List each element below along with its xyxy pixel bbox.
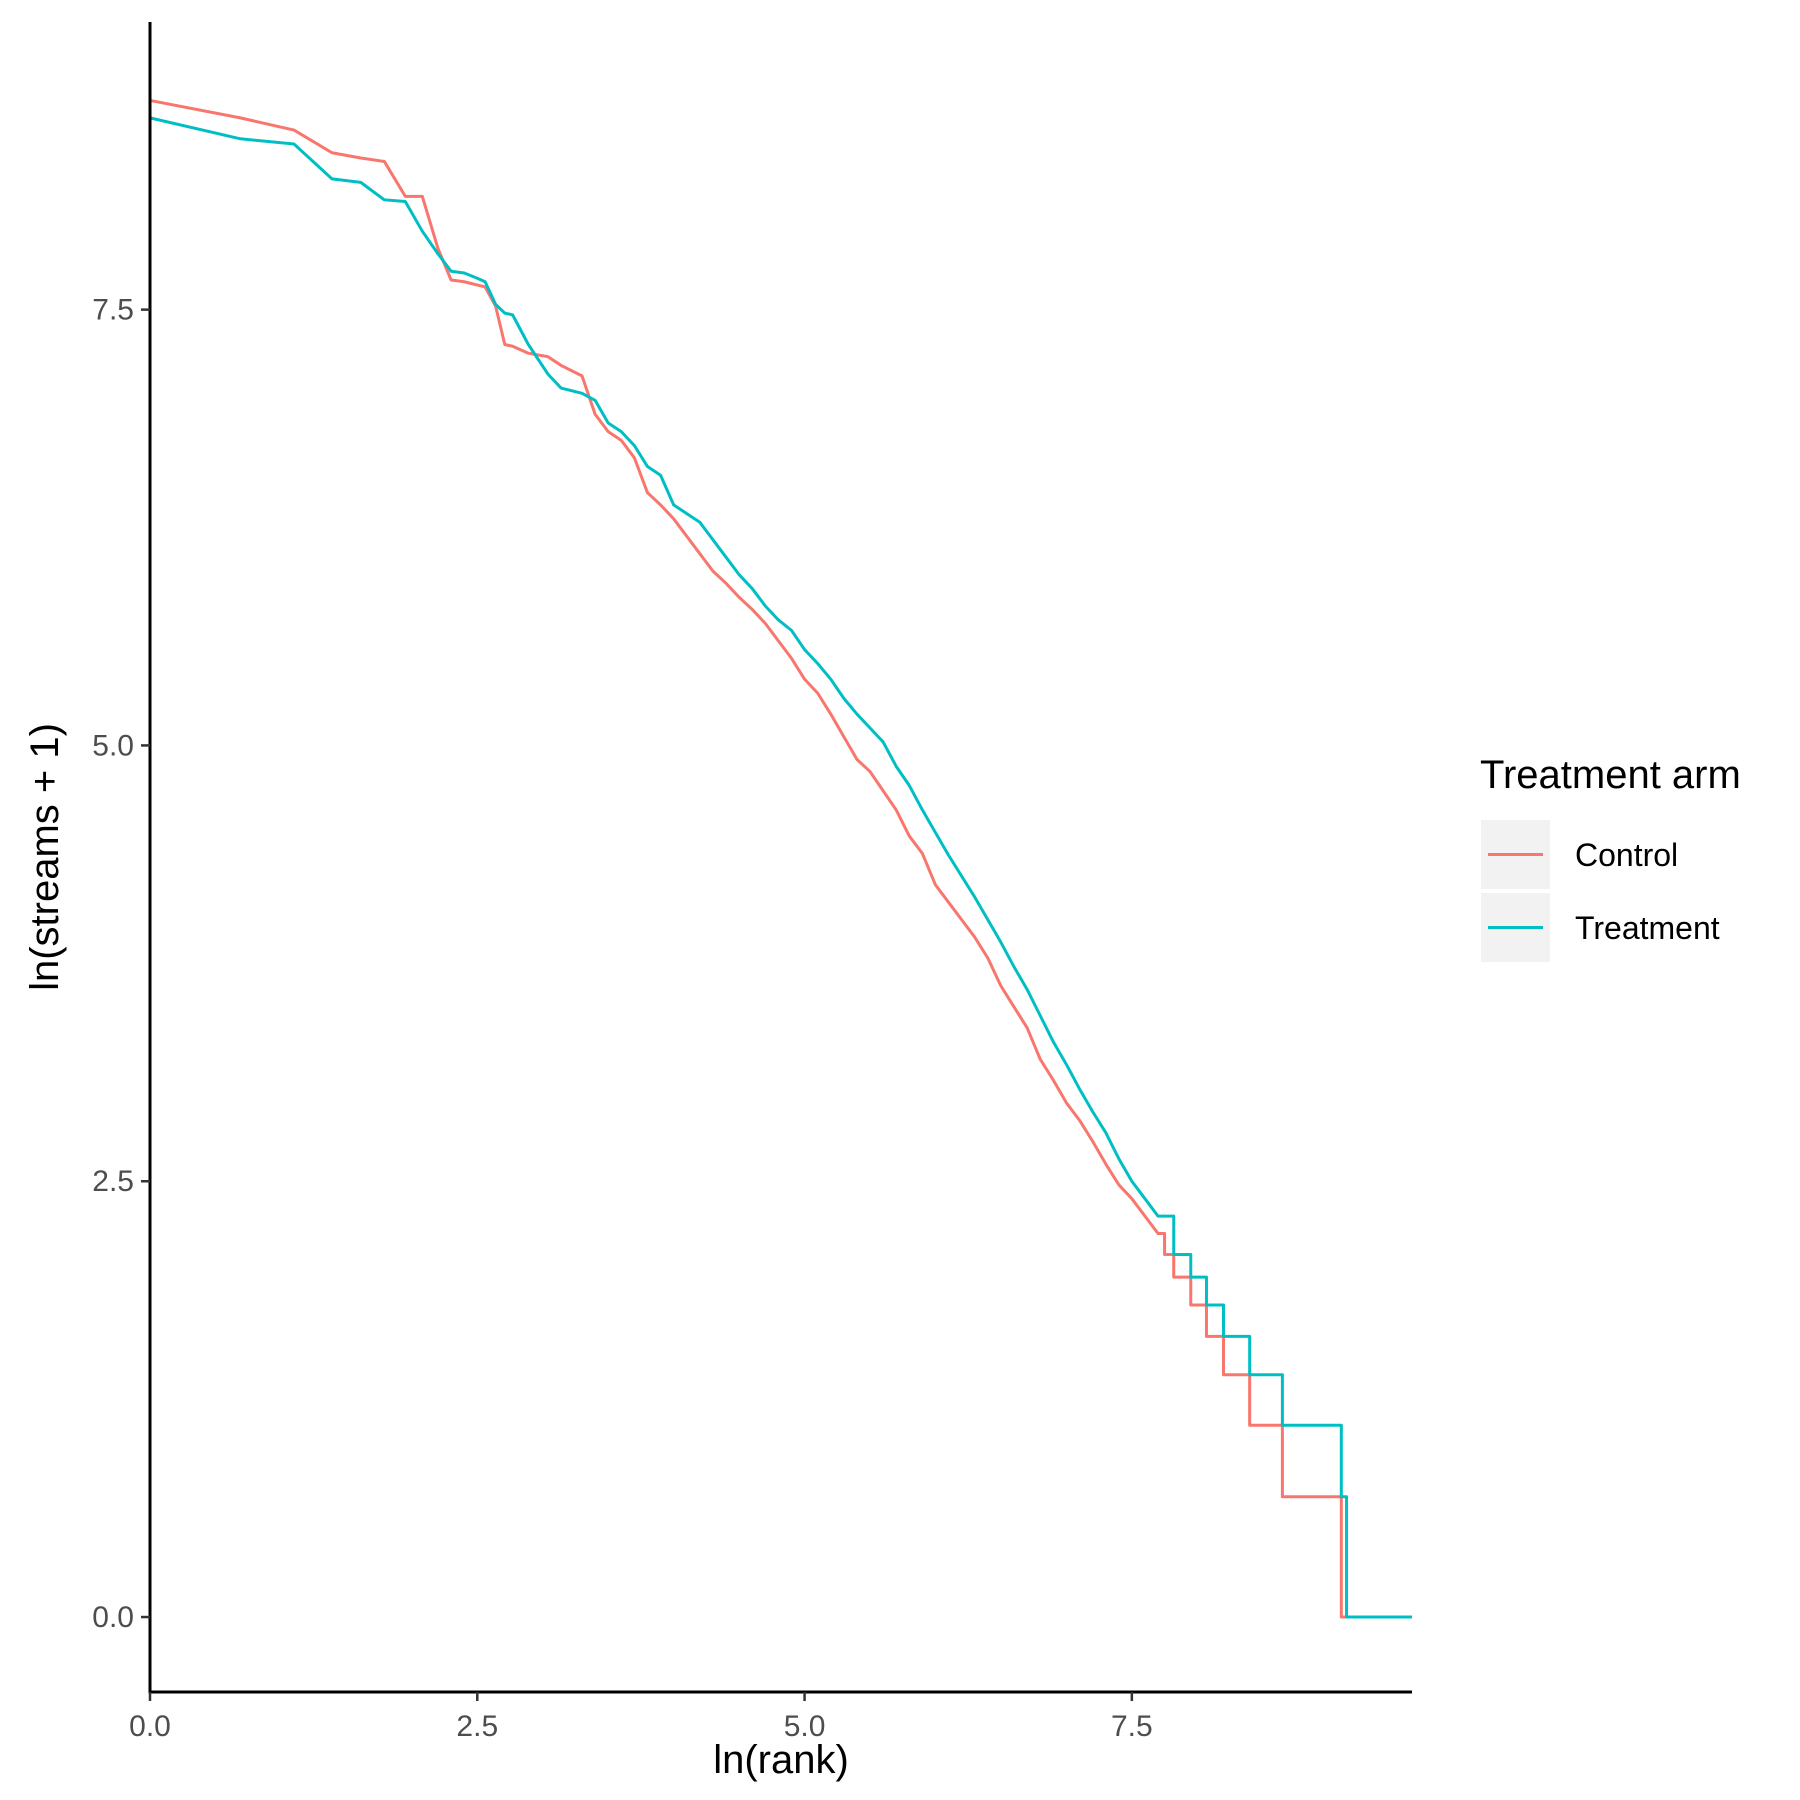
- legend: Treatment arm Control Treatment: [1480, 753, 1741, 962]
- x-tick-label: 2.5: [456, 1710, 498, 1743]
- x-tick-label: 7.5: [1111, 1710, 1153, 1743]
- series-line-control: [149, 98, 1412, 1619]
- y-tick-label: 2.5: [92, 1165, 134, 1198]
- legend-label-control: Control: [1575, 837, 1678, 873]
- y-tick-label: 5.0: [92, 729, 134, 762]
- series-line-treatment: [149, 116, 1412, 1619]
- y-axis-title: ln(streams + 1): [23, 723, 67, 991]
- x-tick-label: 5.0: [784, 1710, 826, 1743]
- legend-items: Control Treatment: [1481, 820, 1720, 962]
- x-axis-title: ln(rank): [713, 1738, 849, 1782]
- legend-label-treatment: Treatment: [1575, 910, 1720, 946]
- axes-layer: 0.0 2.5 5.0 7.5 0.0 2.5 5.0 7.5: [92, 22, 1412, 1743]
- series-layer: [149, 98, 1412, 1619]
- x-tick-label: 0.0: [129, 1710, 171, 1743]
- legend-title: Treatment arm: [1480, 753, 1741, 797]
- y-tick-label: 0.0: [92, 1601, 134, 1634]
- y-tick-label: 7.5: [92, 294, 134, 327]
